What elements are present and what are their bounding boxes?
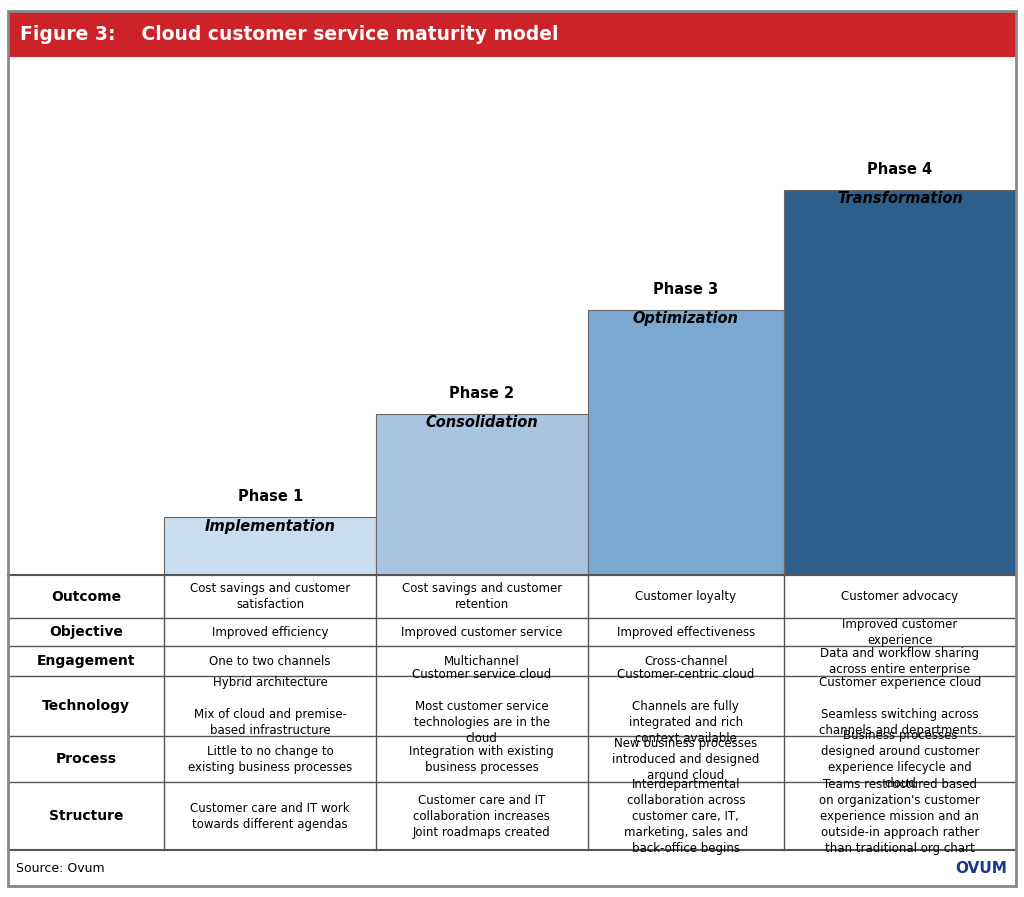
Text: Improved customer
experience: Improved customer experience <box>843 617 957 647</box>
Text: Integration with existing
business processes: Integration with existing business proce… <box>410 745 554 774</box>
Bar <box>8 11 1016 57</box>
Text: Hybrid architecture

Mix of cloud and premise-
based infrastructure: Hybrid architecture Mix of cloud and pre… <box>194 675 347 736</box>
Bar <box>376 414 588 576</box>
Text: Phase 3: Phase 3 <box>653 282 719 297</box>
Text: Business processes
designed around customer
experience lifecycle and
cloud: Business processes designed around custo… <box>820 729 979 790</box>
Text: Optimization: Optimization <box>633 311 738 327</box>
Text: OVUM: OVUM <box>955 861 1008 875</box>
Text: Cost savings and customer
retention: Cost savings and customer retention <box>401 582 562 611</box>
Text: Figure 3:    Cloud customer service maturity model: Figure 3: Cloud customer service maturit… <box>20 24 559 44</box>
Text: Cost savings and customer
satisfaction: Cost savings and customer satisfaction <box>190 582 350 611</box>
Text: Teams restructured based
on organization's customer
experience mission and an
ou: Teams restructured based on organization… <box>819 778 980 855</box>
Bar <box>588 310 784 576</box>
Text: Customer loyalty: Customer loyalty <box>635 590 736 603</box>
Text: Consolidation: Consolidation <box>425 415 538 430</box>
Text: Customer care and IT
collaboration increases
Joint roadmaps created: Customer care and IT collaboration incre… <box>413 794 551 839</box>
Text: Customer experience cloud

Seamless switching across
channels and departments.: Customer experience cloud Seamless switc… <box>818 675 981 736</box>
Text: Multichannel: Multichannel <box>443 655 520 667</box>
Text: Process: Process <box>55 753 117 766</box>
Text: Customer-centric cloud

Channels are fully
integrated and rich
context available: Customer-centric cloud Channels are full… <box>617 667 755 745</box>
Text: Customer advocacy: Customer advocacy <box>842 590 958 603</box>
Text: Little to no change to
existing business processes: Little to no change to existing business… <box>188 745 352 774</box>
Text: Cross-channel: Cross-channel <box>644 655 728 667</box>
Text: Transformation: Transformation <box>837 191 963 206</box>
Text: Implementation: Implementation <box>205 518 336 534</box>
Text: Engagement: Engagement <box>37 654 135 668</box>
Bar <box>784 190 1016 576</box>
Text: Structure: Structure <box>49 809 124 823</box>
Text: Improved customer service: Improved customer service <box>401 625 562 639</box>
Text: New business processes
introduced and designed
around cloud: New business processes introduced and de… <box>612 737 760 782</box>
Text: Objective: Objective <box>49 625 123 639</box>
Text: One to two channels: One to two channels <box>210 655 331 667</box>
Text: Customer service cloud

Most customer service
technologies are in the
cloud: Customer service cloud Most customer ser… <box>412 667 551 745</box>
Text: Improved efficiency: Improved efficiency <box>212 625 329 639</box>
Text: Phase 2: Phase 2 <box>450 386 514 401</box>
Text: Customer care and IT work
towards different agendas: Customer care and IT work towards differ… <box>190 802 350 831</box>
Text: Improved effectiveness: Improved effectiveness <box>616 625 755 639</box>
Text: Phase 4: Phase 4 <box>867 162 933 177</box>
Text: Technology: Technology <box>42 699 130 713</box>
Text: Phase 1: Phase 1 <box>238 489 303 504</box>
Bar <box>165 518 376 576</box>
Text: Outcome: Outcome <box>51 589 122 604</box>
Text: Interdepartmental
collaboration across
customer care, IT,
marketing, sales and
b: Interdepartmental collaboration across c… <box>624 778 748 855</box>
Text: Source: Ovum: Source: Ovum <box>16 862 105 875</box>
Text: Data and workflow sharing
across entire enterprise: Data and workflow sharing across entire … <box>820 647 979 675</box>
